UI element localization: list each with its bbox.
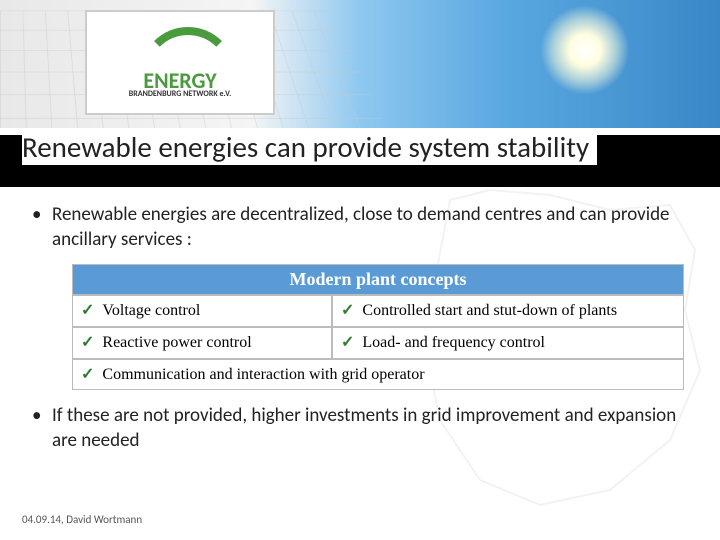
slide: ENERGY BRANDENBURG NETWORK e.V. Renewabl…: [0, 0, 720, 540]
check-icon: ✓: [81, 364, 94, 386]
cell-text: Communication and interaction with grid …: [102, 364, 424, 386]
table-row: ✓ Communication and interaction with gri…: [72, 359, 684, 391]
cell-text: Controlled start and stut-down of plants: [362, 300, 617, 322]
bullet-1-text: Renewable energies are decentralized, cl…: [52, 203, 688, 252]
logo-arc-icon: [130, 27, 230, 67]
bullet-1: • Renewable energies are decentralized, …: [32, 203, 688, 252]
table-cell: ✓ Load- and frequency control: [332, 327, 684, 359]
table-cell: ✓ Controlled start and stut-down of plan…: [332, 295, 684, 327]
table-row: ✓ Reactive power control ✓ Load- and fre…: [72, 327, 684, 359]
table-row: ✓ Voltage control ✓ Controlled start and…: [72, 295, 684, 327]
sun-graphic: [540, 5, 630, 95]
table-header: Modern plant concepts: [72, 264, 684, 295]
concepts-table: Modern plant concepts ✓ Voltage control …: [72, 264, 684, 390]
check-icon: ✓: [341, 300, 354, 322]
cell-text: Voltage control: [102, 300, 200, 322]
title-bar: Renewable energies can provide system st…: [0, 135, 720, 187]
slide-title: Renewable energies can provide system st…: [22, 129, 597, 165]
header-banner: ENERGY BRANDENBURG NETWORK e.V.: [0, 0, 720, 135]
footer-text: 04.09.14, David Wortmann: [22, 513, 142, 526]
check-icon: ✓: [81, 332, 94, 354]
table-cell: ✓ Reactive power control: [72, 327, 332, 359]
check-icon: ✓: [341, 332, 354, 354]
bullet-2: • If these are not provided, higher inve…: [32, 404, 688, 453]
bullet-dot-icon: •: [32, 203, 52, 252]
table-cell: ✓ Communication and interaction with gri…: [72, 359, 684, 391]
check-icon: ✓: [81, 300, 94, 322]
table-cell: ✓ Voltage control: [72, 295, 332, 327]
cell-text: Load- and frequency control: [362, 332, 545, 354]
bullet-2-text: If these are not provided, higher invest…: [52, 404, 688, 453]
bullet-dot-icon: •: [32, 404, 52, 453]
logo: ENERGY BRANDENBURG NETWORK e.V.: [85, 10, 275, 115]
cell-text: Reactive power control: [102, 332, 251, 354]
content-area: • Renewable energies are decentralized, …: [0, 195, 720, 466]
